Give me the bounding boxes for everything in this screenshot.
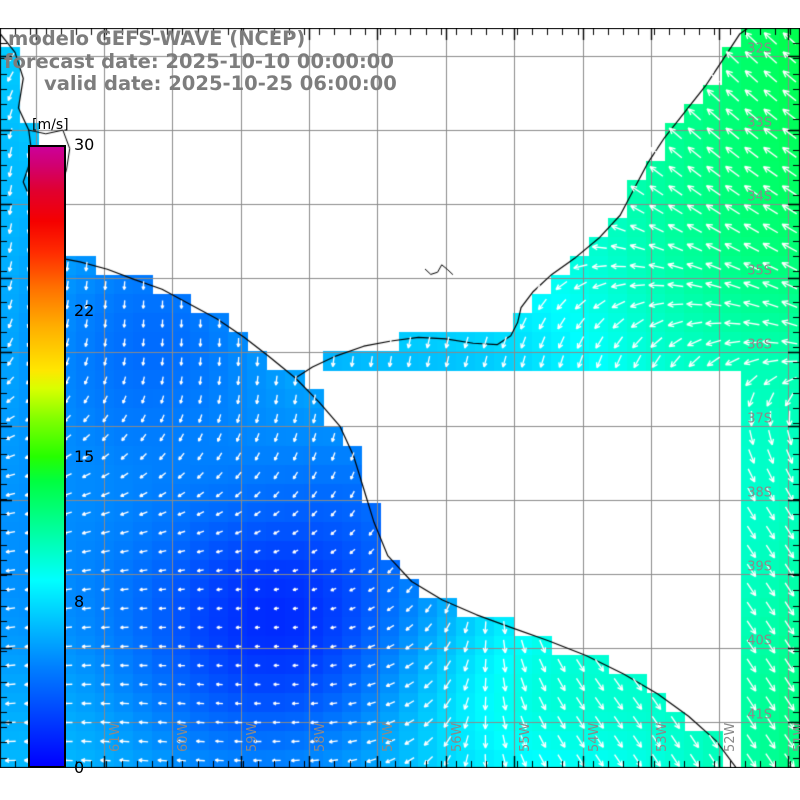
lon-label-54W: 54W xyxy=(586,722,602,752)
lat-label-38S: 38S xyxy=(747,485,772,501)
colorbar-units-label: [m/s] xyxy=(32,117,69,133)
lon-label-59W: 59W xyxy=(244,722,260,752)
lat-label-33S: 33S xyxy=(747,115,772,131)
lon-label-60W: 60W xyxy=(176,722,192,752)
map-plot-area[interactable] xyxy=(0,28,800,768)
lat-label-40S: 40S xyxy=(747,633,772,649)
lon-label-52W: 52W xyxy=(723,722,739,752)
colorbar-tick-30: 30 xyxy=(74,135,95,154)
lon-label-61W: 61W xyxy=(107,722,123,752)
colorbar-tick-22: 22 xyxy=(74,301,95,321)
lat-label-32S: 32S xyxy=(747,41,772,57)
lat-label-39S: 39S xyxy=(747,559,772,575)
colorbar-tick-8: 8 xyxy=(74,591,85,611)
colorbar-tick-0: 0 xyxy=(74,758,85,777)
lon-label-56W: 56W xyxy=(449,722,465,752)
lon-label-55W: 55W xyxy=(518,722,534,752)
colorbar-tick-15: 15 xyxy=(74,446,95,466)
wind-speed-heatmap-canvas[interactable] xyxy=(0,28,800,768)
lon-label-51W: 51W xyxy=(791,722,800,752)
lat-label-35S: 35S xyxy=(747,263,772,279)
lat-label-36S: 36S xyxy=(747,337,772,353)
colorbar-gradient xyxy=(28,145,66,768)
lon-label-58W: 58W xyxy=(313,722,329,752)
lat-label-41S: 41S xyxy=(747,707,772,723)
lon-label-57W: 57W xyxy=(381,722,397,752)
lat-label-34S: 34S xyxy=(747,189,772,205)
lon-label-53W: 53W xyxy=(654,722,670,752)
lat-label-37S: 37S xyxy=(747,411,772,427)
